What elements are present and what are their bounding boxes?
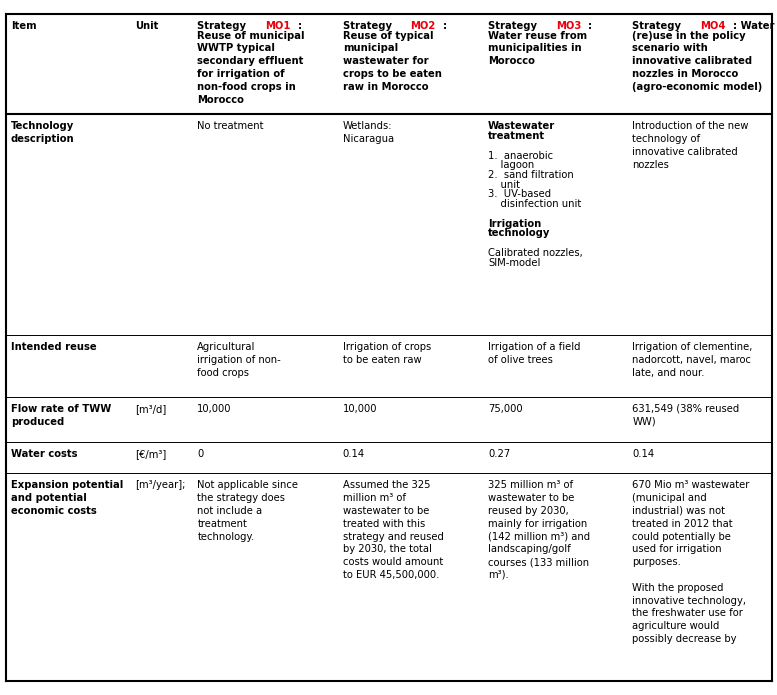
- Text: MO4: MO4: [700, 21, 726, 31]
- Text: Irrigation: Irrigation: [488, 219, 542, 229]
- Text: Not applicable since
the strategy does
not include a
treatment
technology.: Not applicable since the strategy does n…: [197, 480, 298, 541]
- Text: 0.27: 0.27: [488, 449, 510, 459]
- Text: Water costs: Water costs: [11, 449, 78, 459]
- Text: Item: Item: [11, 21, 37, 31]
- Text: 75,000: 75,000: [488, 404, 523, 414]
- Text: :: :: [588, 21, 592, 31]
- Text: [€/m³]: [€/m³]: [135, 449, 166, 459]
- Text: MO3: MO3: [556, 21, 581, 31]
- Text: 3.  UV-based: 3. UV-based: [488, 190, 551, 199]
- Text: (re)use in the policy
scenario with
innovative calibrated
nozzles in Morocco
(ag: (re)use in the policy scenario with inno…: [632, 31, 763, 92]
- Text: Strategy: Strategy: [343, 21, 395, 31]
- Text: Wetlands:
Nicaragua: Wetlands: Nicaragua: [343, 122, 394, 145]
- Text: Calibrated nozzles,: Calibrated nozzles,: [488, 248, 583, 258]
- Text: Assumed the 325
million m³ of
wastewater to be
treated with this
strategy and re: Assumed the 325 million m³ of wastewater…: [343, 480, 444, 580]
- Text: [m³/d]: [m³/d]: [135, 404, 166, 414]
- Text: 2.  sand filtration: 2. sand filtration: [488, 170, 573, 180]
- Text: Unit: Unit: [135, 21, 159, 31]
- Text: disinfection unit: disinfection unit: [488, 199, 581, 209]
- Text: MO1: MO1: [265, 21, 291, 31]
- Text: Irrigation of crops
to be eaten raw: Irrigation of crops to be eaten raw: [343, 342, 431, 365]
- Text: Strategy: Strategy: [488, 21, 541, 31]
- Text: Strategy: Strategy: [197, 21, 250, 31]
- Text: Expansion potential
and potential
economic costs: Expansion potential and potential econom…: [11, 480, 123, 516]
- Text: 10,000: 10,000: [197, 404, 232, 414]
- Text: lagoon: lagoon: [488, 161, 535, 170]
- Text: Agricultural
irrigation of non-
food crops: Agricultural irrigation of non- food cro…: [197, 342, 281, 377]
- Text: 10,000: 10,000: [343, 404, 377, 414]
- Text: 1.  anaerobic: 1. anaerobic: [488, 151, 553, 161]
- Text: Irrigation of a field
of olive trees: Irrigation of a field of olive trees: [488, 342, 580, 365]
- Text: 325 million m³ of
wastewater to be
reused by 2030,
mainly for irrigation
(142 mi: 325 million m³ of wastewater to be reuse…: [488, 480, 590, 580]
- Text: 0.14: 0.14: [343, 449, 364, 459]
- Text: Technology
description: Technology description: [11, 122, 75, 145]
- Text: : Water: : Water: [733, 21, 775, 31]
- Text: MO2: MO2: [410, 21, 436, 31]
- Text: 0: 0: [197, 449, 204, 459]
- Text: 670 Mio m³ wastewater
(municipal and
industrial) was not
treated in 2012 that
co: 670 Mio m³ wastewater (municipal and ind…: [632, 480, 750, 644]
- Text: unit: unit: [488, 180, 520, 190]
- Text: Flow rate of TWW
produced: Flow rate of TWW produced: [11, 404, 111, 427]
- Text: Strategy: Strategy: [632, 21, 685, 31]
- Text: Intended reuse: Intended reuse: [11, 342, 96, 352]
- Text: Reuse of typical
municipal
wastewater for
crops to be eaten
raw in Morocco: Reuse of typical municipal wastewater fo…: [343, 31, 441, 92]
- Text: 631,549 (38% reused
WW): 631,549 (38% reused WW): [632, 404, 740, 427]
- Text: treatment: treatment: [488, 131, 545, 141]
- Text: technology: technology: [488, 229, 550, 238]
- Text: Reuse of municipal
WWTP typical
secondary effluent
for irrigation of
non-food cr: Reuse of municipal WWTP typical secondar…: [197, 31, 305, 104]
- Text: :: :: [443, 21, 447, 31]
- Text: [m³/year];: [m³/year];: [135, 480, 186, 491]
- Text: Introduction of the new
technology of
innovative calibrated
nozzles: Introduction of the new technology of in…: [632, 122, 749, 170]
- Text: :: :: [298, 21, 302, 31]
- Text: No treatment: No treatment: [197, 122, 264, 131]
- Text: Irrigation of clementine,
nadorcott, navel, maroc
late, and nour.: Irrigation of clementine, nadorcott, nav…: [632, 342, 753, 377]
- Text: Water reuse from
municipalities in
Morocco: Water reuse from municipalities in Moroc…: [488, 31, 587, 66]
- Text: SIM-model: SIM-model: [488, 258, 540, 268]
- Text: 0.14: 0.14: [632, 449, 654, 459]
- Text: Wastewater: Wastewater: [488, 122, 556, 131]
